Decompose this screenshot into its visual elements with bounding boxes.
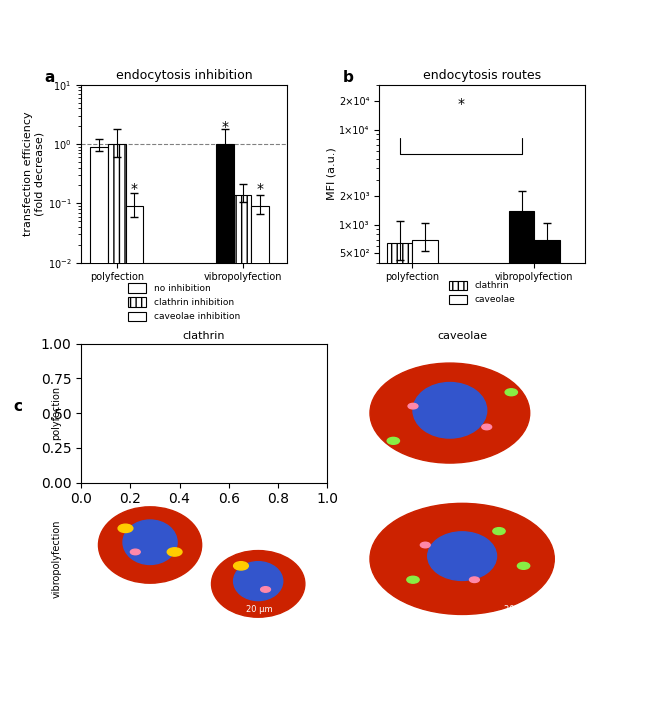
Circle shape bbox=[482, 424, 491, 430]
Bar bbox=[216, 144, 233, 706]
Circle shape bbox=[233, 562, 248, 570]
Circle shape bbox=[185, 388, 199, 396]
Ellipse shape bbox=[133, 390, 202, 442]
Legend: no inhibition, clathrin inhibition, caveolae inhibition: no inhibition, clathrin inhibition, cave… bbox=[125, 280, 244, 325]
Ellipse shape bbox=[211, 551, 305, 617]
Text: b: b bbox=[343, 71, 353, 85]
Bar bbox=[108, 144, 125, 706]
Circle shape bbox=[469, 577, 479, 582]
Text: a: a bbox=[44, 71, 55, 85]
Ellipse shape bbox=[123, 520, 177, 565]
Ellipse shape bbox=[428, 532, 497, 580]
Circle shape bbox=[167, 548, 182, 556]
Bar bbox=[534, 239, 560, 706]
Text: *: * bbox=[221, 119, 228, 133]
Circle shape bbox=[493, 527, 505, 534]
Circle shape bbox=[421, 542, 430, 548]
Title: caveolae: caveolae bbox=[437, 331, 488, 342]
Text: polyfection: polyfection bbox=[51, 386, 62, 440]
Text: 20 μm: 20 μm bbox=[504, 460, 531, 469]
Ellipse shape bbox=[98, 507, 202, 583]
Title: endocytosis routes: endocytosis routes bbox=[423, 69, 541, 82]
Ellipse shape bbox=[370, 503, 554, 614]
Bar bbox=[252, 206, 269, 706]
Text: 20 μm: 20 μm bbox=[504, 606, 531, 614]
Ellipse shape bbox=[413, 383, 487, 438]
Text: *: * bbox=[131, 181, 138, 196]
Text: *: * bbox=[457, 97, 464, 111]
Ellipse shape bbox=[233, 562, 283, 601]
Circle shape bbox=[261, 587, 270, 592]
Text: 20 μm: 20 μm bbox=[246, 606, 273, 614]
Text: c: c bbox=[13, 399, 22, 414]
Bar bbox=[387, 243, 412, 706]
Circle shape bbox=[387, 438, 400, 444]
Title: endocytosis inhibition: endocytosis inhibition bbox=[116, 69, 252, 82]
Title: clathrin: clathrin bbox=[183, 331, 226, 342]
Legend: clathrin, caveolae: clathrin, caveolae bbox=[445, 277, 519, 308]
Circle shape bbox=[202, 434, 216, 442]
Text: 20 μm: 20 μm bbox=[246, 460, 273, 469]
Bar bbox=[125, 206, 144, 706]
Circle shape bbox=[408, 403, 418, 409]
Y-axis label: transfection efficiency
(fold decrease): transfection efficiency (fold decrease) bbox=[23, 112, 45, 236]
Circle shape bbox=[505, 389, 517, 395]
Bar bbox=[233, 195, 252, 706]
Ellipse shape bbox=[99, 371, 235, 469]
Bar bbox=[509, 211, 534, 706]
Bar bbox=[412, 239, 437, 706]
Bar bbox=[90, 147, 108, 706]
Text: vibropolyfection: vibropolyfection bbox=[51, 520, 62, 598]
Circle shape bbox=[517, 563, 530, 569]
Circle shape bbox=[118, 524, 133, 532]
Circle shape bbox=[407, 576, 419, 583]
Ellipse shape bbox=[370, 363, 530, 463]
Text: *: * bbox=[257, 181, 264, 196]
Y-axis label: MFI (a.u.): MFI (a.u.) bbox=[326, 148, 336, 200]
Circle shape bbox=[131, 549, 140, 555]
Circle shape bbox=[118, 393, 133, 400]
